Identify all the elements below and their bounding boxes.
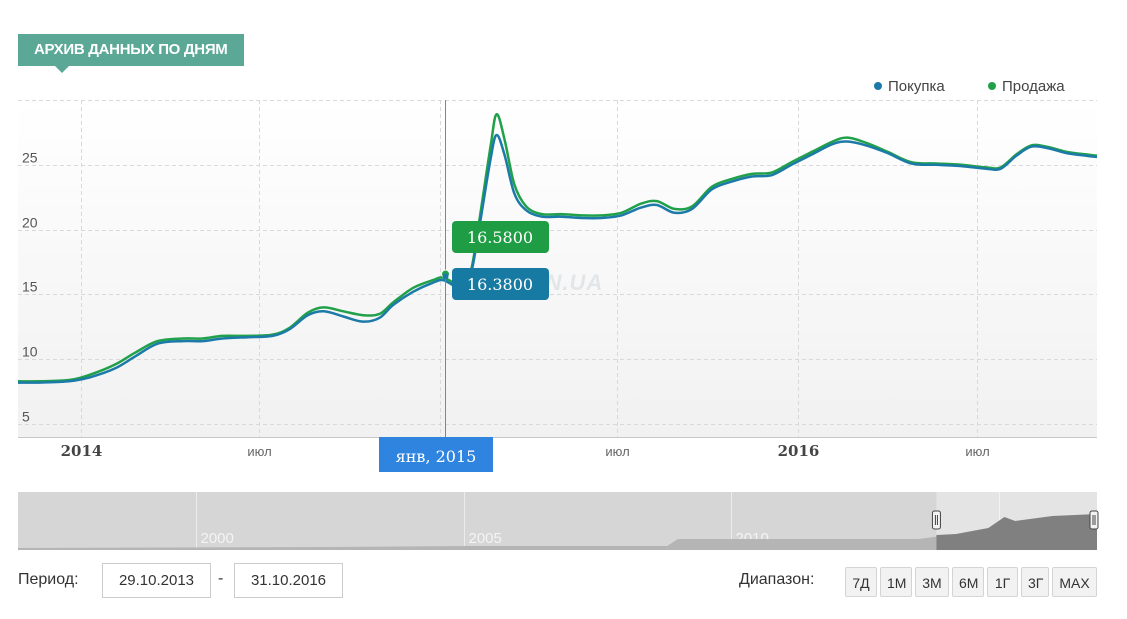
navigator-selected-area — [936, 514, 1097, 550]
date-from-input[interactable] — [102, 563, 211, 598]
range-button-7d[interactable]: 7Д — [845, 567, 877, 597]
legend-label: Продажа — [1002, 78, 1065, 95]
x-tick-label: 2016 — [778, 442, 820, 460]
range-button-1m[interactable]: 1М — [880, 567, 912, 597]
crosshair-point-buy — [442, 273, 449, 280]
legend[interactable]: Покупка Продажа — [874, 78, 1065, 95]
range-button-1y[interactable]: 1Г — [987, 567, 1018, 597]
legend-dot-icon — [988, 82, 996, 90]
tooltip-buy-value: 16.3800 — [467, 275, 533, 294]
navigator-left-handle[interactable] — [931, 510, 941, 530]
x-axis-labels: 2014 июл июл 2016 июл — [61, 442, 990, 460]
series-line-buy — [17, 133, 1098, 384]
handle-grip-icon — [931, 510, 941, 530]
handle-grip-icon — [1089, 510, 1099, 530]
range-button-6m[interactable]: 6М — [952, 567, 984, 597]
archive-title: АРХИВ ДАННЫХ ПО ДНЯМ — [34, 41, 228, 58]
tooltip-buy-box — [452, 268, 549, 300]
period-label: Период: — [18, 571, 79, 588]
y-tick-label: 25 — [22, 150, 38, 166]
navigator-year-label: 2005 — [469, 530, 502, 547]
series-line-sell — [17, 113, 1098, 383]
navigator-year-label: 2000 — [201, 530, 234, 547]
plot-background — [18, 100, 1097, 437]
navigator-right-handle[interactable] — [1089, 510, 1099, 530]
legend-dot-icon — [874, 82, 882, 90]
tooltip-sell-box — [452, 221, 549, 253]
legend-item-buy[interactable]: Покупка — [874, 78, 945, 95]
y-tick-label: 15 — [22, 279, 38, 295]
y-tick-label: 10 — [22, 344, 38, 360]
x-tick-label: 2014 — [61, 442, 103, 460]
grid — [18, 100, 1097, 437]
y-axis-labels: 5 10 15 20 25 — [22, 150, 38, 425]
footer-controls: Период: - Диапазон: 7Д 1М 3М 6М 1Г 3Г MA… — [0, 563, 1127, 603]
y-tick-label: 20 — [22, 215, 38, 231]
navigator-area — [18, 515, 1097, 550]
archive-title-badge: АРХИВ ДАННЫХ ПО ДНЯМ — [18, 34, 244, 73]
date-to-input[interactable] — [234, 563, 343, 598]
range-button-3m[interactable]: 3М — [915, 567, 949, 597]
series-lines — [17, 113, 1098, 384]
x-tick-label: июл — [965, 444, 989, 459]
crosshair: янв, 2015 16.5800 16.3800 — [379, 100, 549, 472]
x-tick-label: июл — [605, 444, 629, 459]
range-button-3y[interactable]: 3Г — [1021, 567, 1049, 597]
navigator[interactable]: 2000200520102015 — [18, 492, 1099, 550]
legend-item-sell[interactable]: Продажа — [988, 78, 1065, 95]
legend-label: Покупка — [888, 78, 945, 95]
tooltip-sell-value: 16.5800 — [467, 228, 533, 247]
crosshair-date-label: янв, 2015 — [396, 447, 477, 466]
range-label: Диапазон: — [739, 571, 815, 588]
x-tick-label: июл — [247, 444, 271, 459]
crosshair-date-box — [379, 437, 493, 472]
date-separator: - — [218, 570, 224, 587]
y-tick-label: 5 — [22, 409, 30, 425]
range-button-max[interactable]: MAX — [1052, 567, 1097, 597]
badge-pointer-icon — [55, 66, 69, 73]
